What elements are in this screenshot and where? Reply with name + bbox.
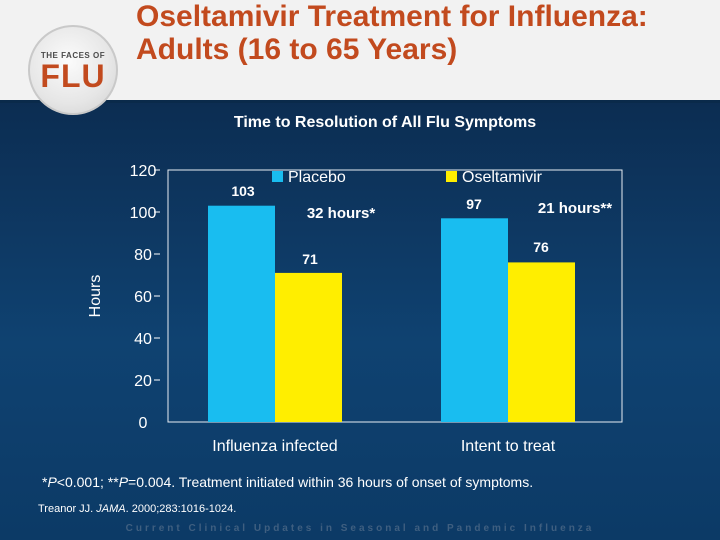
header-band — [0, 0, 720, 100]
footnote-part: P — [47, 474, 57, 490]
y-tick-label: 0 — [139, 415, 148, 432]
y-tick-label: 80 — [134, 247, 152, 264]
x-tick-label: Influenza infected — [212, 438, 337, 455]
y-axis-label: Hours — [87, 275, 104, 318]
bar — [441, 218, 508, 422]
chart-background — [0, 103, 720, 540]
bar — [208, 205, 275, 422]
bar-value-label: 97 — [466, 196, 482, 212]
legend-swatch — [272, 171, 283, 182]
footnote: *P<0.001; **P=0.004. Treatment initiated… — [42, 474, 533, 490]
citation: Treanor JJ. JAMA. 2000;283:1016-1024. — [38, 503, 236, 515]
footnote-part: P — [118, 474, 129, 490]
x-tick-label: Intent to treat — [461, 438, 556, 455]
y-tick-label: 120 — [130, 163, 157, 180]
series-banner: Current Clinical Updates in Seasonal and… — [125, 523, 595, 534]
y-tick-label: 20 — [134, 373, 152, 390]
legend-label: Oseltamivir — [462, 169, 543, 186]
citation-part: . 2000;283:1016-1024. — [125, 503, 237, 515]
plot-frame — [167, 169, 623, 423]
difference-annotation: 21 hours** — [538, 200, 612, 217]
citation-part: JAMA — [96, 503, 126, 515]
legend-swatch — [446, 171, 457, 182]
slide-title: Oseltamivir Treatment for Influenza: Adu… — [136, 0, 648, 66]
difference-annotation: 32 hours* — [307, 205, 376, 222]
bar-value-label: 103 — [231, 183, 255, 199]
logo-top-text: THE FACES OF — [40, 51, 106, 60]
faces-of-flu-logo: THE FACES OF FLU — [28, 25, 118, 115]
bar-value-label: 76 — [533, 239, 549, 255]
chart-title: Time to Resolution of All Flu Symptoms — [233, 114, 537, 131]
bar-value-label: 71 — [302, 251, 318, 267]
y-tick-label: 60 — [134, 289, 152, 306]
footnote-part: <0.001; ** — [56, 474, 119, 490]
bar — [275, 272, 342, 422]
footnote-part: =0.004. Treatment initiated within 36 ho… — [128, 474, 534, 490]
bar — [508, 262, 575, 422]
y-tick-label: 100 — [130, 205, 157, 222]
legend-label: Placebo — [288, 169, 346, 186]
citation-part: Treanor JJ. — [38, 503, 97, 515]
logo-main-text: FLU — [40, 58, 106, 94]
y-tick-label: 40 — [134, 331, 152, 348]
footnote-part: * — [42, 474, 48, 490]
header-rule — [0, 100, 720, 103]
